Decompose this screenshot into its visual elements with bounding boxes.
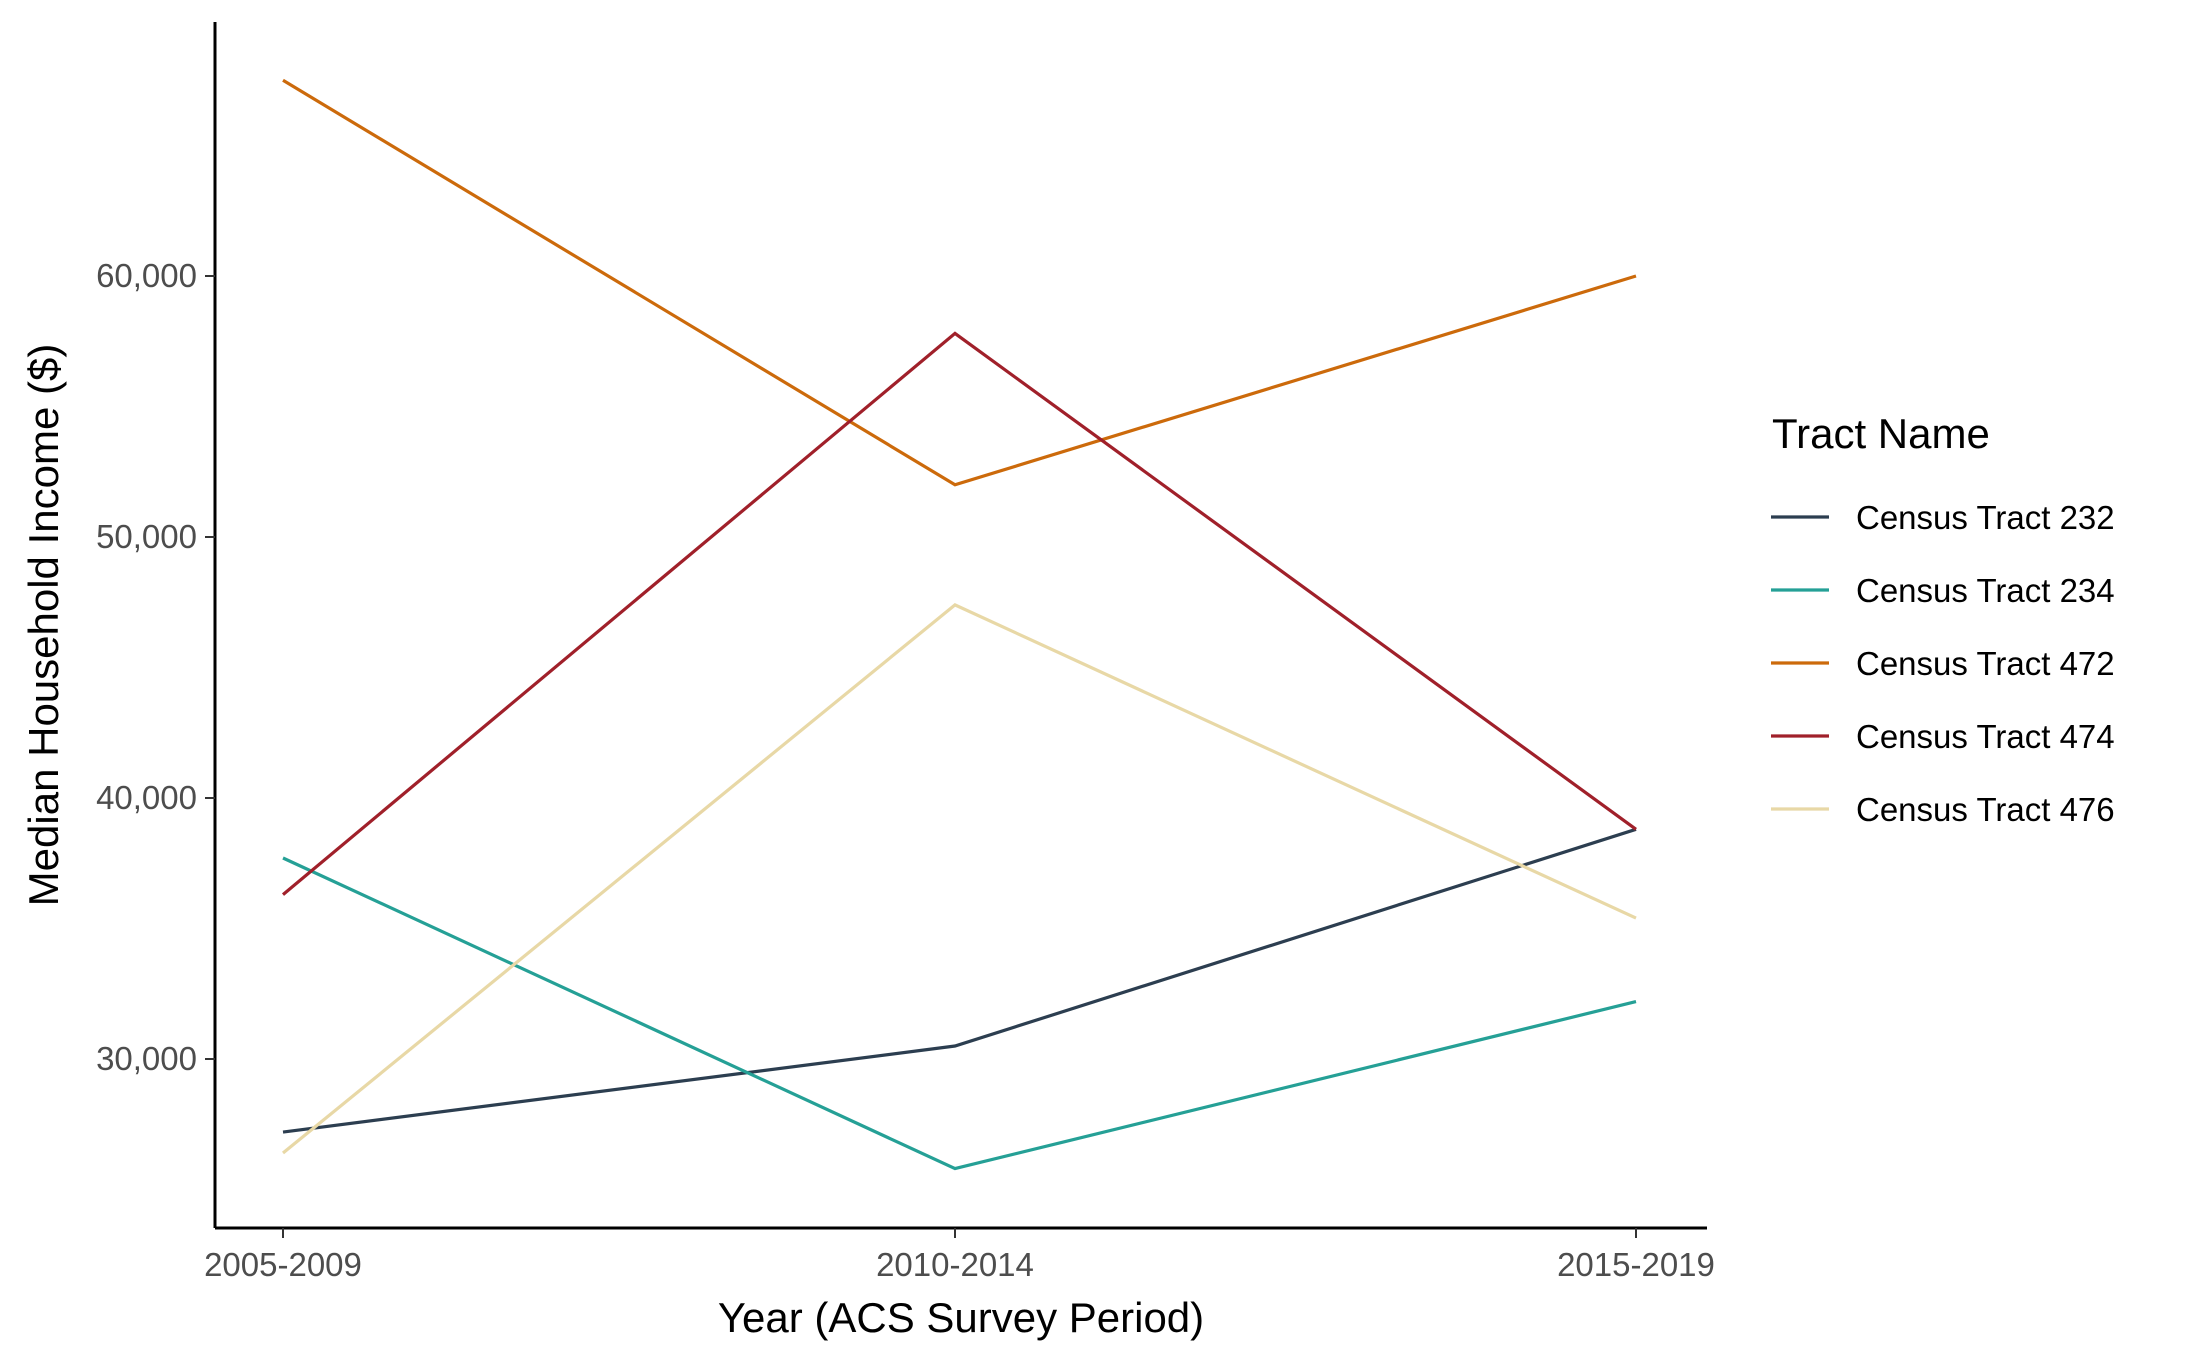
legend-item: Census Tract 474 (1771, 718, 2115, 755)
legend-item: Census Tract 472 (1771, 645, 2115, 682)
legend-label: Census Tract 474 (1856, 718, 2115, 755)
x-ticks: 2005-2009 2010-2014 2015-2019 (204, 1228, 1715, 1283)
x-tick-label: 2005-2009 (204, 1246, 362, 1283)
legend-item: Census Tract 234 (1771, 572, 2115, 609)
axes (213, 22, 1707, 1230)
legend-label: Census Tract 472 (1856, 645, 2115, 682)
y-axis-title: Median Household Income ($) (20, 344, 67, 907)
series-line-4 (281, 331, 1637, 896)
series-line-2 (282, 856, 1637, 1171)
y-tick-label: 30,000 (96, 1040, 197, 1077)
series-lines (281, 78, 1637, 1171)
legend: Tract Name Census Tract 232 Census Tract … (1771, 410, 2115, 828)
legend-item: Census Tract 232 (1771, 499, 2115, 536)
series-line-3 (282, 78, 1637, 487)
y-ticks: 30,000 40,000 50,000 60,000 (96, 257, 215, 1077)
y-tick-label: 40,000 (96, 779, 197, 816)
x-axis-title: Year (ACS Survey Period) (718, 1294, 1204, 1341)
series-line-5 (281, 603, 1637, 1155)
y-tick-label: 50,000 (96, 518, 197, 555)
legend-item: Census Tract 476 (1771, 791, 2115, 828)
x-tick-label: 2015-2019 (1557, 1246, 1715, 1283)
legend-title: Tract Name (1772, 410, 1990, 457)
series-line-1 (282, 827, 1637, 1134)
x-tick-label: 2010-2014 (876, 1246, 1034, 1283)
legend-label: Census Tract 234 (1856, 572, 2115, 609)
y-tick-label: 60,000 (96, 257, 197, 294)
legend-label: Census Tract 476 (1856, 791, 2115, 828)
legend-label: Census Tract 232 (1856, 499, 2115, 536)
